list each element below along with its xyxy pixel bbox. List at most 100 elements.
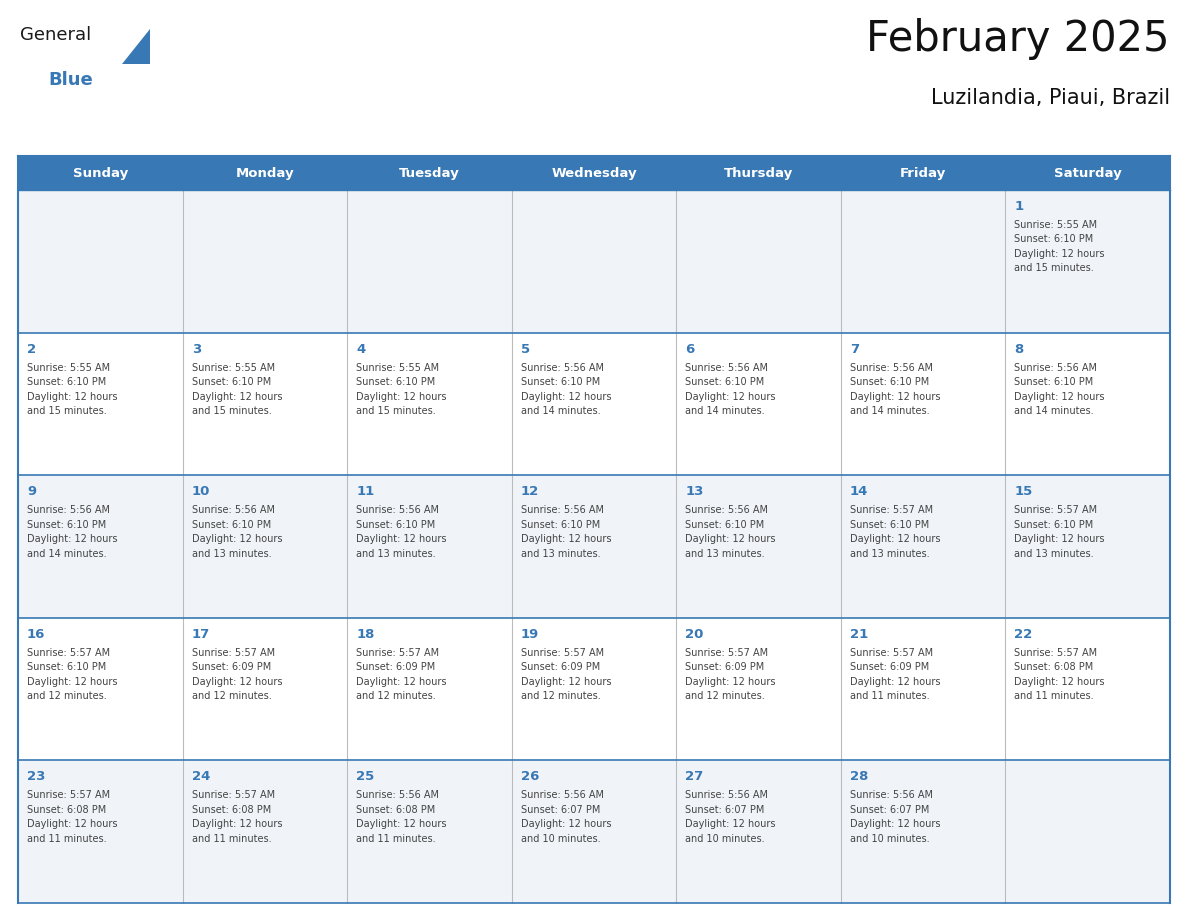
Text: Sunrise: 5:56 AM: Sunrise: 5:56 AM bbox=[191, 505, 274, 515]
Text: Sunrise: 5:56 AM: Sunrise: 5:56 AM bbox=[849, 790, 933, 800]
Text: Sunset: 6:09 PM: Sunset: 6:09 PM bbox=[849, 662, 929, 672]
Text: 2: 2 bbox=[27, 342, 36, 355]
Text: Sunrise: 5:56 AM: Sunrise: 5:56 AM bbox=[520, 790, 604, 800]
Text: Daylight: 12 hours: Daylight: 12 hours bbox=[849, 392, 941, 401]
Text: and 15 minutes.: and 15 minutes. bbox=[27, 406, 107, 416]
Text: 8: 8 bbox=[1015, 342, 1024, 355]
Text: 18: 18 bbox=[356, 628, 374, 641]
Bar bbox=[18, 476, 1170, 618]
Text: Sunset: 6:08 PM: Sunset: 6:08 PM bbox=[1015, 662, 1094, 672]
Text: and 13 minutes.: and 13 minutes. bbox=[520, 549, 600, 559]
Text: Sunset: 6:10 PM: Sunset: 6:10 PM bbox=[520, 520, 600, 530]
Text: Sunset: 6:10 PM: Sunset: 6:10 PM bbox=[685, 377, 765, 387]
Text: Daylight: 12 hours: Daylight: 12 hours bbox=[849, 820, 941, 829]
Text: Luzilandia, Piaui, Brazil: Luzilandia, Piaui, Brazil bbox=[931, 88, 1170, 108]
Text: Sunrise: 5:56 AM: Sunrise: 5:56 AM bbox=[685, 363, 769, 373]
Text: 16: 16 bbox=[27, 628, 45, 641]
Text: and 15 minutes.: and 15 minutes. bbox=[191, 406, 271, 416]
Text: Daylight: 12 hours: Daylight: 12 hours bbox=[849, 677, 941, 687]
Text: and 14 minutes.: and 14 minutes. bbox=[685, 406, 765, 416]
Text: Daylight: 12 hours: Daylight: 12 hours bbox=[27, 677, 118, 687]
Text: Daylight: 12 hours: Daylight: 12 hours bbox=[356, 677, 447, 687]
Polygon shape bbox=[122, 29, 150, 64]
Text: Sunrise: 5:57 AM: Sunrise: 5:57 AM bbox=[520, 648, 604, 658]
Text: Daylight: 12 hours: Daylight: 12 hours bbox=[191, 677, 282, 687]
Text: Sunrise: 5:57 AM: Sunrise: 5:57 AM bbox=[849, 648, 933, 658]
Text: Sunset: 6:07 PM: Sunset: 6:07 PM bbox=[849, 805, 929, 815]
Text: Sunset: 6:10 PM: Sunset: 6:10 PM bbox=[1015, 234, 1094, 244]
Text: 23: 23 bbox=[27, 770, 45, 783]
Bar bbox=[18, 618, 1170, 760]
Text: Sunset: 6:10 PM: Sunset: 6:10 PM bbox=[27, 377, 106, 387]
Text: Sunrise: 5:56 AM: Sunrise: 5:56 AM bbox=[356, 505, 440, 515]
Text: 15: 15 bbox=[1015, 486, 1032, 498]
Text: 13: 13 bbox=[685, 486, 703, 498]
Text: Sunrise: 5:56 AM: Sunrise: 5:56 AM bbox=[520, 363, 604, 373]
Text: Sunrise: 5:57 AM: Sunrise: 5:57 AM bbox=[849, 505, 933, 515]
Text: and 15 minutes.: and 15 minutes. bbox=[1015, 263, 1094, 274]
Text: 5: 5 bbox=[520, 342, 530, 355]
Text: 10: 10 bbox=[191, 486, 210, 498]
Text: Sunset: 6:10 PM: Sunset: 6:10 PM bbox=[27, 662, 106, 672]
Text: 4: 4 bbox=[356, 342, 366, 355]
Text: 22: 22 bbox=[1015, 628, 1032, 641]
Text: Sunset: 6:07 PM: Sunset: 6:07 PM bbox=[520, 805, 600, 815]
Text: Sunday: Sunday bbox=[72, 166, 128, 180]
Text: Sunrise: 5:55 AM: Sunrise: 5:55 AM bbox=[27, 363, 110, 373]
Text: Sunrise: 5:56 AM: Sunrise: 5:56 AM bbox=[685, 505, 769, 515]
Text: 21: 21 bbox=[849, 628, 868, 641]
Text: Sunset: 6:10 PM: Sunset: 6:10 PM bbox=[849, 520, 929, 530]
Text: and 13 minutes.: and 13 minutes. bbox=[1015, 549, 1094, 559]
Text: 6: 6 bbox=[685, 342, 695, 355]
Text: 20: 20 bbox=[685, 628, 703, 641]
Text: 26: 26 bbox=[520, 770, 539, 783]
Text: Sunrise: 5:56 AM: Sunrise: 5:56 AM bbox=[356, 790, 440, 800]
Text: and 12 minutes.: and 12 minutes. bbox=[191, 691, 271, 701]
Text: General: General bbox=[20, 26, 91, 44]
Text: Daylight: 12 hours: Daylight: 12 hours bbox=[520, 820, 611, 829]
Text: 17: 17 bbox=[191, 628, 210, 641]
Text: Thursday: Thursday bbox=[723, 166, 794, 180]
Text: Saturday: Saturday bbox=[1054, 166, 1121, 180]
Text: Sunrise: 5:57 AM: Sunrise: 5:57 AM bbox=[191, 648, 274, 658]
Text: Sunrise: 5:57 AM: Sunrise: 5:57 AM bbox=[27, 790, 110, 800]
Text: and 10 minutes.: and 10 minutes. bbox=[849, 834, 929, 844]
Text: and 10 minutes.: and 10 minutes. bbox=[520, 834, 600, 844]
Text: Daylight: 12 hours: Daylight: 12 hours bbox=[356, 392, 447, 401]
Text: and 13 minutes.: and 13 minutes. bbox=[356, 549, 436, 559]
Text: and 14 minutes.: and 14 minutes. bbox=[849, 406, 929, 416]
Text: Daylight: 12 hours: Daylight: 12 hours bbox=[27, 820, 118, 829]
Text: Sunrise: 5:56 AM: Sunrise: 5:56 AM bbox=[27, 505, 110, 515]
Text: and 10 minutes.: and 10 minutes. bbox=[685, 834, 765, 844]
Text: Sunset: 6:10 PM: Sunset: 6:10 PM bbox=[356, 520, 435, 530]
Text: Sunset: 6:08 PM: Sunset: 6:08 PM bbox=[191, 805, 271, 815]
Text: Daylight: 12 hours: Daylight: 12 hours bbox=[1015, 249, 1105, 259]
Text: 3: 3 bbox=[191, 342, 201, 355]
Text: 25: 25 bbox=[356, 770, 374, 783]
Text: Sunrise: 5:56 AM: Sunrise: 5:56 AM bbox=[1015, 363, 1098, 373]
Text: Sunrise: 5:56 AM: Sunrise: 5:56 AM bbox=[520, 505, 604, 515]
Text: Tuesday: Tuesday bbox=[399, 166, 460, 180]
Text: Daylight: 12 hours: Daylight: 12 hours bbox=[520, 677, 611, 687]
Text: Daylight: 12 hours: Daylight: 12 hours bbox=[520, 534, 611, 544]
Text: and 15 minutes.: and 15 minutes. bbox=[356, 406, 436, 416]
Text: and 12 minutes.: and 12 minutes. bbox=[27, 691, 107, 701]
Text: Sunrise: 5:57 AM: Sunrise: 5:57 AM bbox=[685, 648, 769, 658]
Text: Sunset: 6:10 PM: Sunset: 6:10 PM bbox=[520, 377, 600, 387]
Text: and 11 minutes.: and 11 minutes. bbox=[191, 834, 271, 844]
Text: Sunset: 6:08 PM: Sunset: 6:08 PM bbox=[27, 805, 106, 815]
Text: Daylight: 12 hours: Daylight: 12 hours bbox=[191, 534, 282, 544]
Text: Sunrise: 5:55 AM: Sunrise: 5:55 AM bbox=[356, 363, 440, 373]
Text: Daylight: 12 hours: Daylight: 12 hours bbox=[191, 392, 282, 401]
Text: 12: 12 bbox=[520, 486, 539, 498]
Text: and 11 minutes.: and 11 minutes. bbox=[27, 834, 107, 844]
Text: 24: 24 bbox=[191, 770, 210, 783]
Text: and 13 minutes.: and 13 minutes. bbox=[191, 549, 271, 559]
Text: and 11 minutes.: and 11 minutes. bbox=[849, 691, 929, 701]
Text: and 11 minutes.: and 11 minutes. bbox=[1015, 691, 1094, 701]
Text: and 14 minutes.: and 14 minutes. bbox=[520, 406, 600, 416]
Text: 27: 27 bbox=[685, 770, 703, 783]
Text: Sunrise: 5:56 AM: Sunrise: 5:56 AM bbox=[849, 363, 933, 373]
Text: Daylight: 12 hours: Daylight: 12 hours bbox=[685, 820, 776, 829]
Text: Sunset: 6:09 PM: Sunset: 6:09 PM bbox=[520, 662, 600, 672]
